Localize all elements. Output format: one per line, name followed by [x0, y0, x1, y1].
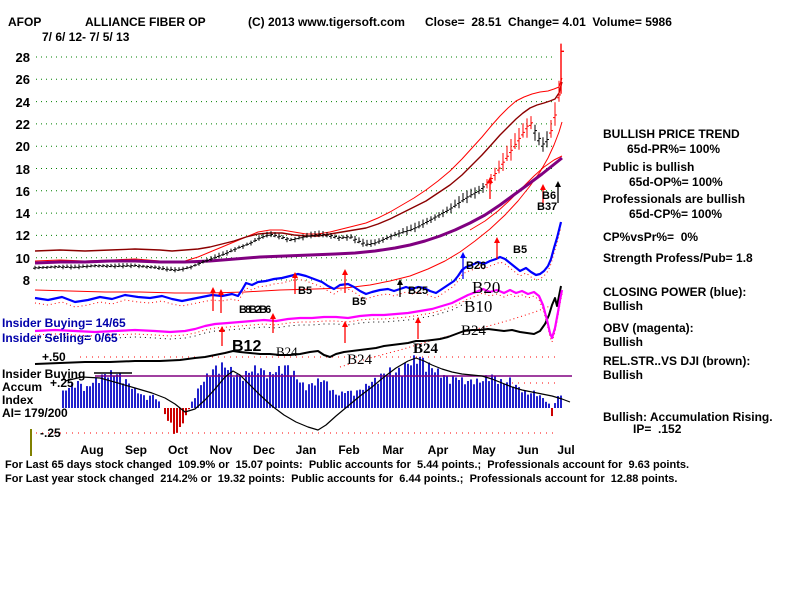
buy-signal-label: B12 [232, 338, 262, 355]
month-label: Apr [427, 443, 449, 457]
rel-str-state: Bullish [603, 368, 644, 382]
month-label: Jan [295, 443, 317, 457]
scale-minus25: -.25 [40, 426, 61, 440]
rel-str-title: REL.STR..VS DJI (brown): [603, 354, 751, 368]
trend-title: BULLISH PRICE TREND [603, 127, 740, 141]
public-state: Public is bullish [603, 160, 695, 174]
copyright-text: (C) 2013 www.tigersoft.com [248, 15, 405, 29]
accumulation-note: Bullish: Accumulation Rising. [603, 410, 773, 424]
price-tick-label: 26 [15, 72, 30, 88]
obv-title: OBV (magenta): [603, 321, 694, 335]
buy-signal-label: B24 [461, 323, 487, 339]
buy-signal-label: B24 [347, 352, 373, 368]
month-label: Dec [252, 443, 276, 457]
price-tick-label: 10 [15, 250, 30, 266]
buy-signal-label: B24 [413, 341, 439, 357]
accum-label: Accum [2, 380, 43, 394]
scale-plus25: +.25 [50, 376, 74, 390]
month-label: Jun [517, 443, 539, 457]
price-tick-label: 12 [15, 228, 30, 244]
price-tick-label: 16 [15, 183, 30, 199]
buy-signal-label: B25 [408, 285, 429, 297]
price-tick-label: 14 [15, 206, 30, 222]
scale-plus50: +.50 [42, 350, 66, 364]
price-tick-label: 8 [22, 273, 30, 288]
index-label: Index [2, 393, 34, 407]
strength-ratio: Strength Profess/Pub= 1.8 [603, 251, 753, 265]
op-percent: 65d-OP%= 100% [629, 175, 723, 189]
summary-65-days: For Last 65 days stock changed 109.9% or… [5, 459, 690, 471]
buy-signal-label: B26 [466, 260, 487, 272]
buy-signal-label: B5 [352, 296, 367, 308]
buy-signal-label: B24 [276, 344, 298, 359]
ip-value: IP= .152 [633, 422, 682, 436]
month-label: Oct [167, 443, 189, 457]
obv-state: Bullish [603, 335, 644, 349]
pr-percent: 65d-PR%= 100% [627, 142, 721, 156]
professionals-state: Professionals are bullish [603, 192, 746, 206]
buy-signal-label: B8B2B6 [239, 304, 271, 316]
buy-signal-label: B5 [513, 244, 528, 256]
insider-buying-count: Insider Buying= 14/65 [2, 316, 126, 330]
month-label: May [472, 443, 496, 457]
cp-vs-pr: CP%vsPr%= 0% [603, 230, 699, 244]
buy-signal-label: B37 [537, 201, 558, 213]
month-label: Jul [557, 443, 575, 457]
ai-value: AI= 179/200 [2, 406, 68, 420]
price-tick-label: 20 [15, 139, 30, 155]
month-label: Feb [338, 443, 360, 457]
price-tick-label: 18 [15, 161, 30, 177]
insider-selling-count: Insider Selling= 0/65 [2, 331, 118, 345]
ticker-symbol: AFOP [8, 15, 42, 29]
closing-power-title: CLOSING POWER (blue): [603, 285, 747, 299]
buy-signal-label: B6 [542, 190, 557, 202]
cp-percent: 65d-CP%= 100% [629, 207, 723, 221]
price-tick-label: 28 [15, 50, 30, 65]
month-label: Mar [382, 443, 404, 457]
buy-signal-label: B5 [298, 285, 313, 297]
stock-title: ALLIANCE FIBER OP [85, 15, 206, 29]
summary-1-year: For Last year stock changed 214.2% or 19… [5, 473, 678, 485]
date-range: 7/ 6/ 12- 7/ 5/ 13 [42, 30, 130, 44]
month-label: Nov [209, 443, 233, 457]
month-label: Aug [80, 443, 104, 457]
buy-signal-label: B20 [472, 278, 501, 297]
closing-power-state: Bullish [603, 299, 644, 313]
insider-buying-label: Insider Buying [2, 367, 86, 381]
price-tick-label: 22 [15, 116, 30, 132]
month-label: Sep [124, 443, 148, 457]
buy-signal-label: B10 [464, 297, 493, 316]
price-stats: Close= 28.51 Change= 4.01 Volume= 5986 [425, 15, 672, 29]
price-tick-label: 24 [15, 94, 30, 110]
